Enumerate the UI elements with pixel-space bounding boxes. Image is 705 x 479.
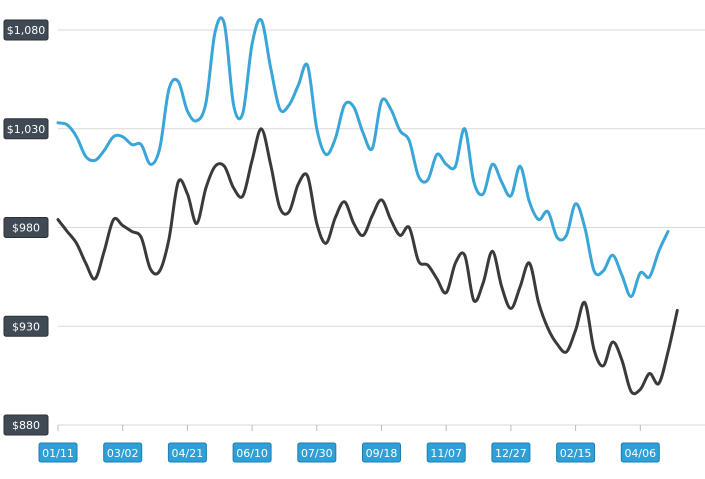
y-tick-label-text: $930: [12, 320, 40, 333]
x-tick-label: 04/06: [620, 442, 660, 463]
x-tick-label: 07/30: [297, 442, 337, 463]
x-tick-label-text: 03/02: [107, 447, 139, 460]
x-tick-label-box: [362, 442, 401, 463]
y-tick-label-box: [3, 315, 49, 337]
x-tick-label: 03/02: [103, 442, 143, 463]
y-tick-label: $1,080: [3, 19, 49, 41]
y-tick-label-text: $1,030: [7, 123, 46, 136]
x-tick-label-text: 04/06: [624, 447, 656, 460]
y-tick-label: $930: [3, 315, 49, 337]
y-tick-label-text: $1,080: [7, 24, 46, 37]
x-tick-label: 09/18: [362, 442, 401, 463]
x-tick-label-box: [297, 442, 337, 463]
x-axis: 01/11 03/02 04/21 06/10 07/30 09/18 11/07 12/27…: [38, 425, 660, 463]
y-tick-label: $980: [3, 217, 49, 238]
x-tick-label: 04/21: [167, 442, 207, 463]
x-tick-label-text: 01/11: [42, 447, 74, 460]
x-tick-label: 06/10: [232, 442, 272, 463]
y-tick-label-box: [3, 118, 49, 140]
gridlines: [58, 29, 705, 426]
x-tick-label-text: 12/27: [495, 447, 527, 460]
series-lines: [56, 16, 679, 396]
x-tick-label-text: 04/21: [172, 447, 204, 460]
y-tick-label-box: [3, 19, 49, 41]
series-line-dark: [56, 127, 679, 396]
x-tick-label: 01/11: [38, 442, 78, 463]
x-tick-label-box: [167, 442, 207, 463]
y-tick-label-text: $880: [12, 419, 40, 432]
x-tick-label-text: 06/10: [236, 447, 268, 460]
x-tick-label-text: 09/18: [366, 447, 398, 460]
x-tick-label-text: 02/15: [560, 447, 592, 460]
y-axis: $880 $930 $980 $1,030 $1,080: [3, 19, 49, 436]
y-tick-label-box: [3, 217, 49, 238]
x-tick-label: 12/27: [491, 442, 531, 463]
x-tick-label-box: [491, 442, 531, 463]
y-tick-label: $1,030: [3, 118, 49, 140]
x-tick-label-box: [232, 442, 272, 463]
y-tick-label-box: [3, 414, 49, 436]
y-tick-label: $880: [3, 414, 49, 436]
x-tick-label-text: 11/07: [430, 447, 462, 460]
x-tick-label: 02/15: [556, 442, 596, 463]
x-tick-label-box: [556, 442, 596, 463]
y-tick-label-text: $980: [12, 222, 40, 235]
x-tick-label: 11/07: [426, 442, 466, 463]
x-tick-label-box: [620, 442, 660, 463]
series-line-blue: [56, 16, 670, 299]
x-tick-label-box: [103, 442, 143, 463]
x-tick-label-box: [426, 442, 466, 463]
x-tick-label-text: 07/30: [301, 447, 333, 460]
x-tick-label-box: [38, 442, 78, 463]
